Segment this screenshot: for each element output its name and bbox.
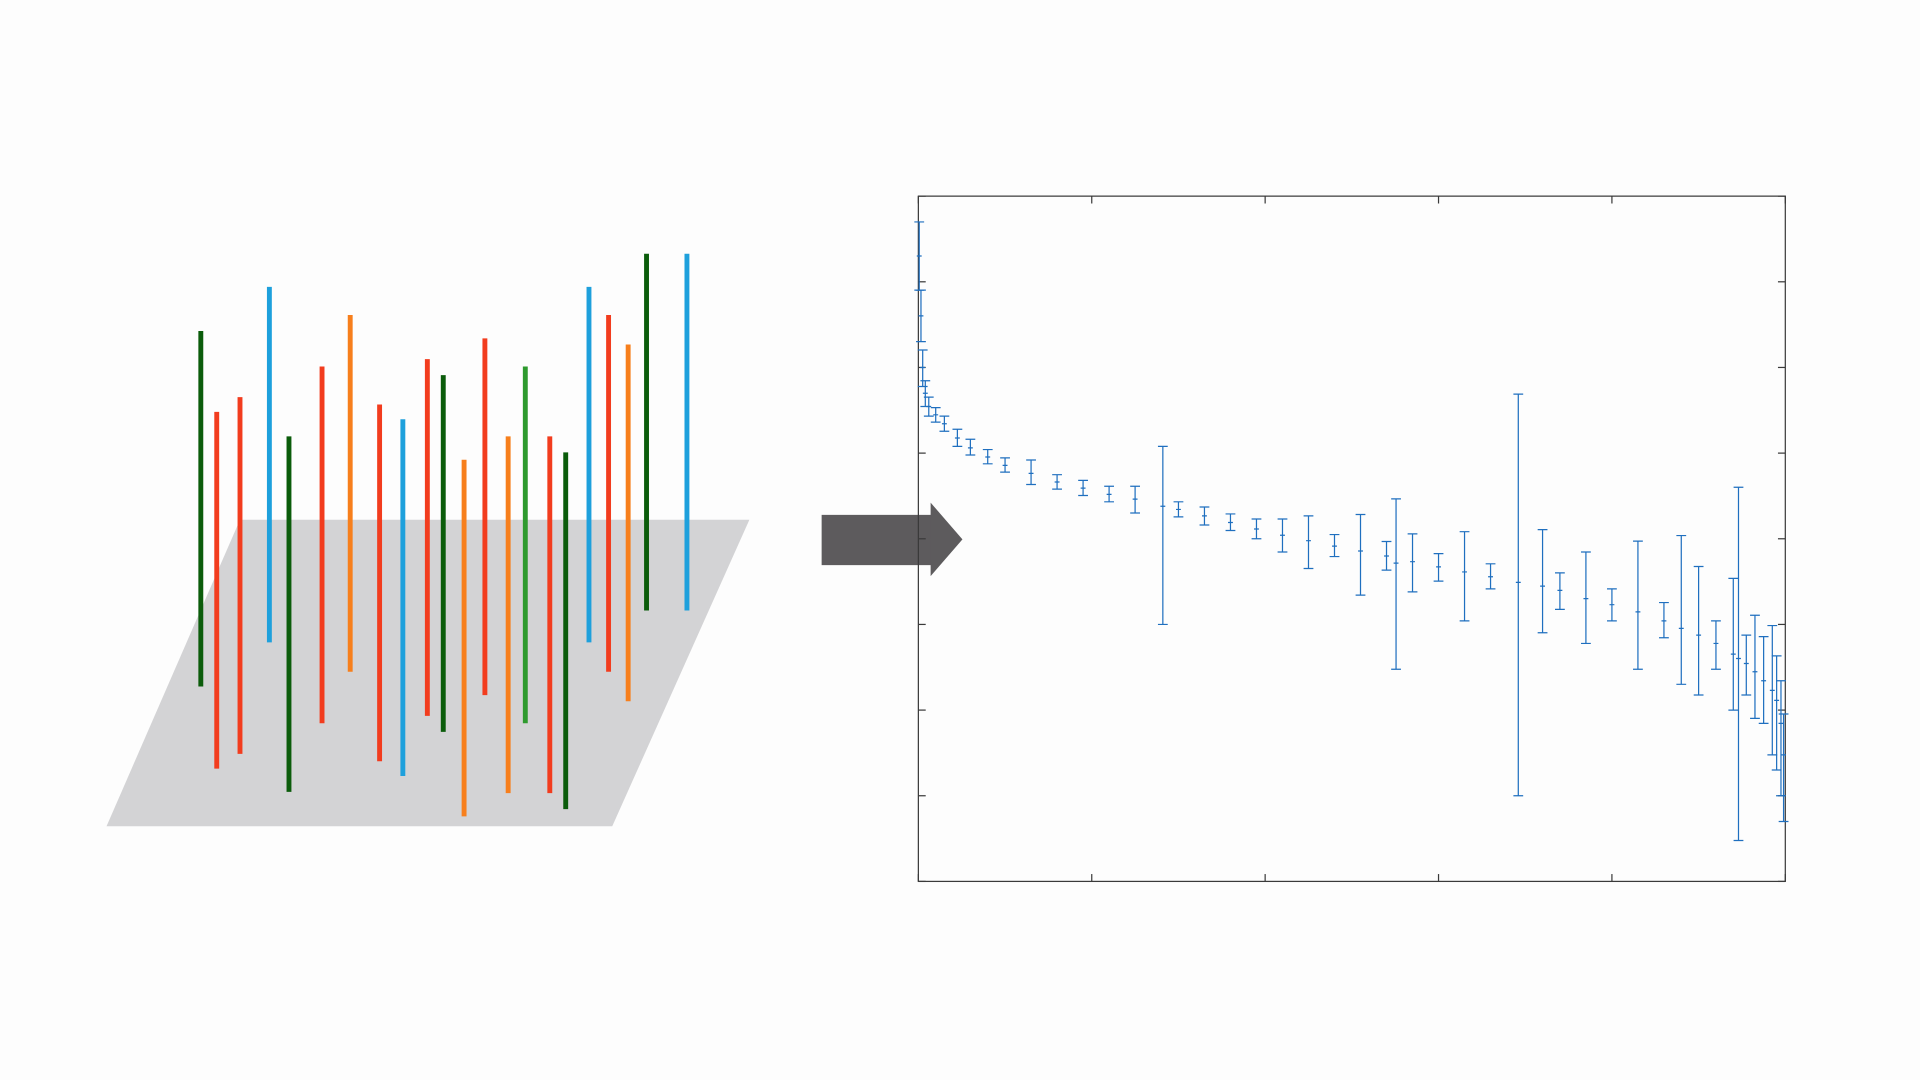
error-bar (1776, 680, 1786, 797)
error-bar (1173, 501, 1184, 518)
signal-lines (198, 253, 690, 817)
error-bar (1355, 513, 1366, 596)
error-bar (1225, 513, 1236, 532)
error-bar (982, 448, 993, 465)
error-bar (1607, 588, 1617, 622)
error-bar (1391, 498, 1401, 670)
error-bar (1485, 563, 1496, 590)
error-bar (917, 349, 928, 388)
error-bar (1513, 393, 1524, 797)
error-bar (1381, 540, 1392, 571)
error-bar (1555, 572, 1565, 610)
error-bar (1026, 459, 1036, 486)
error-bar (923, 396, 934, 417)
arrow (821, 502, 963, 577)
error-bar (1199, 506, 1210, 526)
error-bar (1581, 551, 1591, 645)
error-bar (1303, 515, 1314, 570)
error-bar (1676, 534, 1687, 685)
error-bar (965, 438, 976, 456)
error-bar (1750, 614, 1760, 720)
error-bar (1078, 479, 1088, 497)
error-bar (1000, 457, 1010, 473)
error-bar (1778, 713, 1789, 823)
error-bar (920, 380, 931, 408)
error-bar (1407, 533, 1418, 593)
error-bar (1693, 565, 1704, 696)
error-bar (1104, 485, 1114, 503)
error-bar (1659, 601, 1669, 639)
error-bar (952, 428, 963, 447)
arrow-head (930, 502, 963, 577)
error-bar (916, 289, 926, 343)
error-bar (1130, 485, 1140, 514)
error-bar (1537, 528, 1548, 634)
error-bar (1329, 533, 1340, 558)
error-bar (1052, 474, 1062, 490)
error-bar (1633, 540, 1643, 670)
error-bar (930, 406, 941, 423)
error-bar (1771, 655, 1782, 771)
error-bar (939, 415, 950, 432)
error-bar (1157, 445, 1168, 626)
arrow-shaft (821, 514, 932, 566)
error-bar (1277, 518, 1288, 553)
error-bar (1733, 486, 1744, 842)
error-bar (1251, 518, 1262, 540)
error-bar (1758, 636, 1769, 724)
error-bar (1459, 531, 1470, 622)
error-bar (1728, 577, 1739, 711)
error-bar (1741, 634, 1752, 696)
illustration (106, 253, 750, 827)
error-bar (1433, 553, 1444, 582)
error-bar (1711, 620, 1721, 670)
error-bar (1767, 624, 1778, 756)
